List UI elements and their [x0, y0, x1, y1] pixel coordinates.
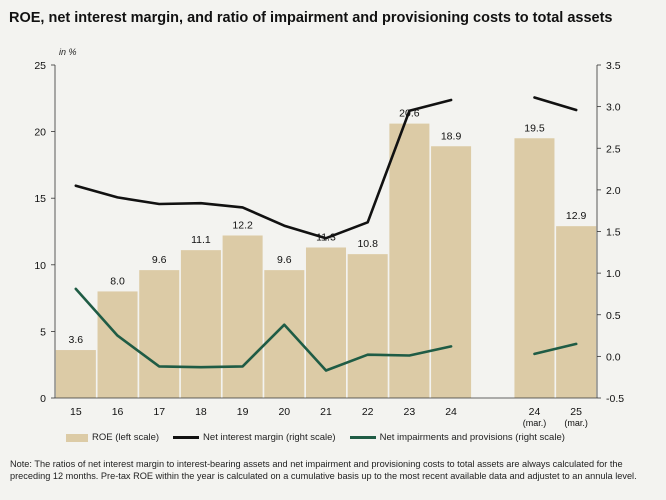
legend-item-impairments: Net impairments and provisions (right sc… — [349, 432, 565, 443]
roe-bar-label: 19.5 — [524, 122, 545, 134]
x-tick-label: 16 — [112, 406, 124, 418]
net-impairments-line — [533, 342, 578, 356]
x-tick-label: 18 — [195, 406, 207, 418]
roe-bar — [347, 254, 388, 398]
roe-bar — [514, 138, 555, 398]
legend-swatch-roe — [66, 433, 88, 442]
roe-bar-label: 8.0 — [110, 275, 125, 287]
x-tick-label: 24 — [445, 406, 457, 418]
right-tick-label: 0.0 — [606, 351, 621, 363]
legend-label-impairments: Net impairments and provisions (right sc… — [379, 432, 565, 443]
roe-bar-label: 18.9 — [441, 130, 462, 142]
right-tick-label: 3.0 — [606, 102, 621, 114]
left-tick-label: 20 — [34, 127, 46, 139]
axes: in %0510152025-0.50.00.51.01.52.02.53.03… — [34, 47, 624, 428]
roe-bar-labels: 3.68.09.611.112.29.611.310.820.618.919.5… — [69, 108, 587, 346]
legend-swatch-impairments — [349, 436, 376, 439]
right-tick-label: 1.5 — [606, 227, 621, 239]
roe-bar-label: 10.8 — [357, 238, 378, 250]
right-tick-label: 1.0 — [606, 268, 621, 280]
x-tick-label: 19 — [237, 406, 249, 418]
x-tick-label: 15 — [70, 406, 82, 418]
chart-title: ROE, net interest margin, and ratio of i… — [9, 10, 613, 26]
right-tick-label: 2.5 — [606, 143, 621, 155]
roe-bar-label: 9.6 — [152, 254, 167, 266]
x-tick-label: 20 — [278, 406, 290, 418]
legend-label-nim: Net interest margin (right scale) — [203, 432, 336, 443]
left-tick-label: 10 — [34, 260, 46, 272]
x-tick-label: 17 — [153, 406, 165, 418]
roe-bar — [264, 270, 305, 398]
line-series — [74, 96, 578, 372]
roe-bar-label: 9.6 — [277, 254, 292, 266]
net-impairments-line — [74, 287, 453, 372]
legend: ROE (left scale) Net interest margin (ri… — [66, 432, 579, 443]
chart-canvas: 3.68.09.611.112.29.611.310.820.618.919.5… — [34, 47, 624, 428]
x-tick-label: 24 — [529, 406, 541, 418]
roe-bar — [222, 235, 263, 398]
right-tick-label: -0.5 — [606, 393, 624, 405]
roe-bar — [431, 146, 472, 398]
x-tick-sublabel: (mar.) — [523, 418, 547, 428]
roe-bar — [180, 250, 221, 398]
net-interest-margin-line — [533, 96, 578, 112]
legend-item-roe: ROE (left scale) — [66, 432, 159, 443]
roe-bar — [305, 247, 347, 398]
legend-swatch-nim — [173, 436, 200, 439]
roe-bar-label: 3.6 — [69, 334, 84, 346]
net-interest-margin-line — [74, 98, 453, 240]
roe-bar-label: 12.2 — [232, 219, 253, 231]
footnote: Note: The ratios of net interest margin … — [10, 459, 637, 481]
roe-bar — [556, 226, 597, 398]
left-tick-label: 25 — [34, 60, 46, 72]
x-tick-label: 22 — [362, 406, 374, 418]
x-tick-label: 25 — [570, 406, 582, 418]
right-tick-label: 3.5 — [606, 60, 621, 72]
right-tick-label: 0.5 — [606, 310, 621, 322]
roe-bar — [139, 270, 180, 398]
roe-bars — [55, 123, 597, 398]
roe-bar — [55, 350, 96, 398]
legend-item-nim: Net interest margin (right scale) — [173, 432, 336, 443]
left-tick-label: 5 — [40, 326, 46, 338]
left-tick-label: 0 — [40, 393, 46, 405]
unit-label: in % — [59, 47, 77, 57]
x-tick-sublabel: (mar.) — [564, 418, 588, 428]
right-tick-label: 2.0 — [606, 185, 621, 197]
x-tick-label: 23 — [404, 406, 416, 418]
roe-bar-label: 11.1 — [191, 234, 211, 246]
x-tick-label: 21 — [320, 406, 332, 418]
left-tick-label: 15 — [34, 193, 46, 205]
roe-bar-label: 12.9 — [566, 210, 587, 222]
legend-label-roe: ROE (left scale) — [92, 432, 160, 443]
roe-bar — [389, 123, 430, 398]
